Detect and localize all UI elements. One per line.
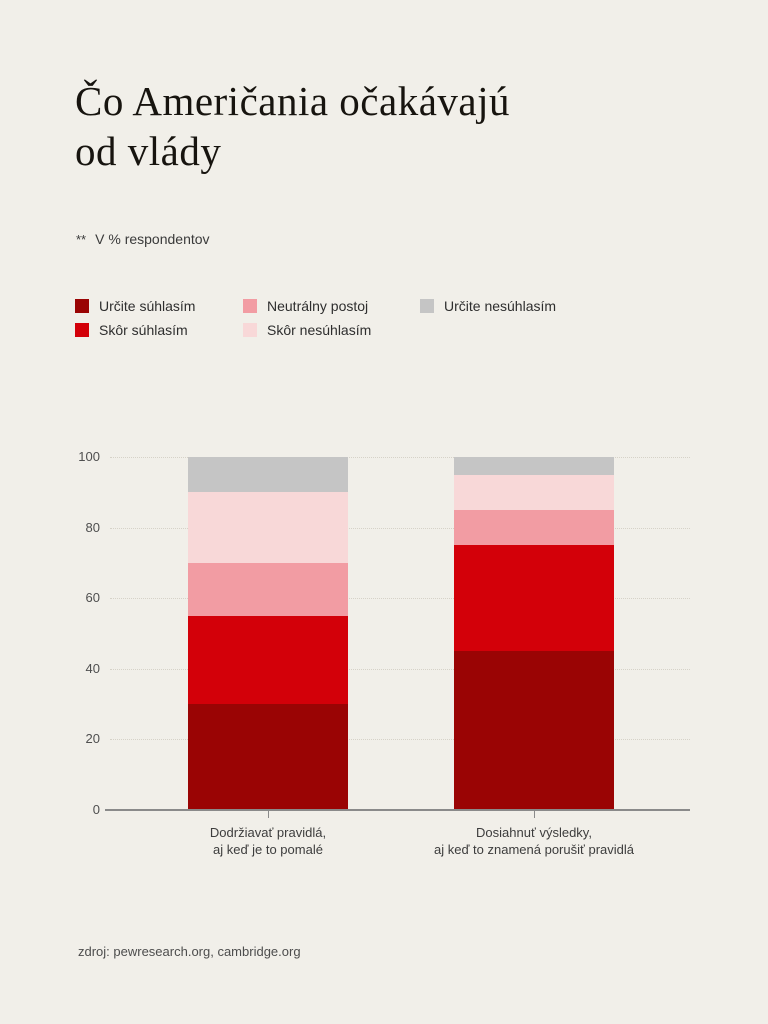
bar-segment <box>188 562 348 616</box>
bar-segment <box>454 509 614 546</box>
x-axis-line <box>105 809 690 811</box>
legend-swatch <box>420 299 434 313</box>
legend-swatch <box>75 323 89 337</box>
legend-label: Skôr súhlasím <box>99 322 188 338</box>
category-label: Dodržiavať pravidlá, aj keď je to pomalé <box>209 825 327 857</box>
bar-segment <box>454 457 614 475</box>
y-axis-tick-label: 20 <box>85 731 100 747</box>
gridline <box>110 527 690 529</box>
legend-label: Určite nesúhlasím <box>444 298 557 314</box>
chart-canvas: 0 20 40 60 80 100 Dodržiavať pravidlá, aj keď … <box>0 440 768 880</box>
footnote-marker: ** <box>76 232 87 247</box>
legend: Určite súhlasím Skôr súhlasím Neutrálny po… <box>75 294 556 342</box>
legend-item: Neutrálny postoj <box>243 294 420 318</box>
bar-segment <box>454 545 614 652</box>
gridline <box>110 598 690 600</box>
unit-note: ** V % respondentov <box>76 231 210 247</box>
y-axis-tick-label: 80 <box>85 519 100 535</box>
source-text: zdroj: pewresearch.org, cambridge.org <box>78 944 301 959</box>
unit-note-text: V % respondentov <box>95 231 210 247</box>
y-axis-tick-label: 40 <box>85 660 100 676</box>
y-axis-tick-label: 0 <box>92 802 100 817</box>
legend-swatch <box>243 323 257 337</box>
legend-item: Určite nesúhlasím <box>420 294 556 318</box>
y-axis-tick-label: 60 <box>85 590 100 606</box>
legend-item: Určite súhlasím <box>75 294 243 318</box>
legend-label: Skôr nesúhlasím <box>267 322 372 338</box>
legend-swatch <box>243 299 257 313</box>
legend-item: Skôr nesúhlasím <box>243 318 420 342</box>
legend-item: Skôr súhlasím <box>75 318 243 342</box>
gridline <box>110 668 690 670</box>
legend-swatch <box>75 299 89 313</box>
y-axis-tick-label: 100 <box>78 449 100 464</box>
bar-segment <box>188 457 348 493</box>
gridline <box>110 457 690 458</box>
x-axis-tick <box>268 811 269 818</box>
category-label: Dosiahnuť výsledky, aj keď to znamená po… <box>433 825 635 857</box>
legend-label: Neutrálny postoj <box>267 298 369 314</box>
bar-segment <box>188 492 348 563</box>
bar-segment <box>188 615 348 705</box>
gridline <box>110 739 690 741</box>
bar-segment <box>188 704 348 810</box>
bar-segment <box>454 474 614 510</box>
chart-title: Čo Američania očakávajú od vlády <box>75 78 510 174</box>
x-axis-tick <box>534 811 535 818</box>
bar-segment <box>454 651 614 810</box>
legend-label: Určite súhlasím <box>99 298 196 314</box>
